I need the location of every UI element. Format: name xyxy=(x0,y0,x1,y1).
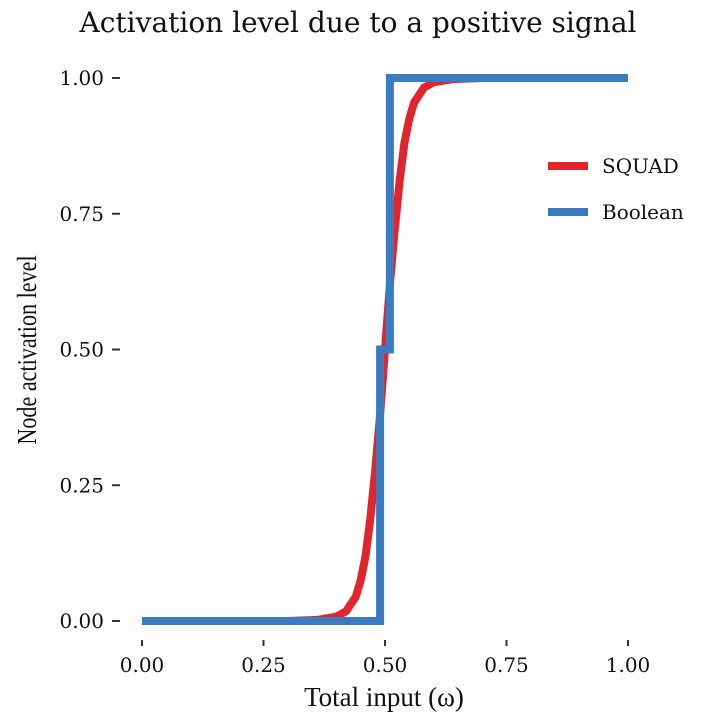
y-axis-ticks: 0.00 0.25 0.50 0.75 1.00 xyxy=(59,66,120,633)
y-tick-label: 0.00 xyxy=(59,609,104,633)
chart-title: Activation level due to a positive signa… xyxy=(79,6,637,39)
x-tick-label: 0.00 xyxy=(120,653,165,677)
series-line-boolean xyxy=(142,74,628,625)
x-tick-label: 1.00 xyxy=(606,653,651,677)
y-tick-label: 1.00 xyxy=(59,66,104,90)
legend-label-squad: SQUAD xyxy=(602,154,679,178)
y-axis-label: Node activation level xyxy=(13,255,43,444)
y-tick-label: 0.50 xyxy=(59,338,104,362)
x-axis-label: Total input (ω) xyxy=(304,682,464,712)
legend: SQUAD Boolean xyxy=(548,154,684,224)
x-tick-label: 0.50 xyxy=(363,653,408,677)
plot-series xyxy=(142,74,628,625)
y-tick-label: 0.75 xyxy=(59,202,104,226)
x-axis-ticks: 0.00 0.25 0.50 0.75 1.00 xyxy=(120,640,651,677)
legend-label-boolean: Boolean xyxy=(602,200,684,224)
x-tick-label: 0.75 xyxy=(484,653,529,677)
y-axis-title: Node activation level xyxy=(13,255,43,444)
y-tick-label: 0.25 xyxy=(59,473,104,497)
x-tick-label: 0.25 xyxy=(241,653,286,677)
